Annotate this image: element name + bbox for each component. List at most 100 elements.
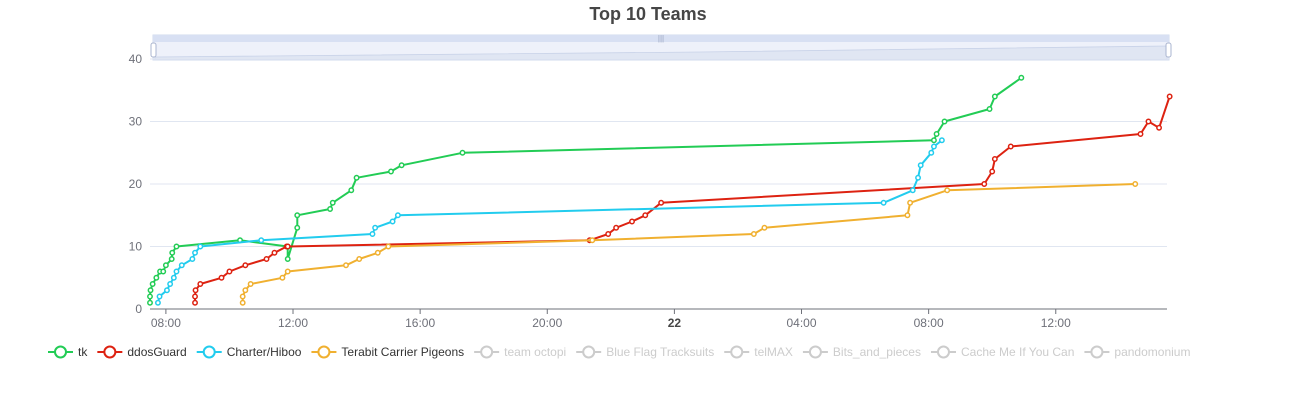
- data-point[interactable]: [218, 274, 225, 281]
- data-point[interactable]: [917, 162, 924, 169]
- data-point[interactable]: [880, 199, 887, 206]
- data-point[interactable]: [284, 268, 291, 275]
- data-point[interactable]: [933, 131, 940, 137]
- data-point[interactable]: [388, 168, 394, 175]
- data-point[interactable]: [613, 224, 620, 231]
- data-point[interactable]: [1137, 131, 1144, 137]
- data-point[interactable]: [284, 256, 291, 262]
- legend-item[interactable]: tk: [48, 345, 88, 359]
- data-point[interactable]: [173, 268, 180, 275]
- legend-item[interactable]: Charter/Hiboo: [196, 345, 302, 359]
- data-point[interactable]: [1156, 124, 1163, 131]
- data-point[interactable]: [605, 231, 612, 237]
- data-point[interactable]: [192, 287, 199, 294]
- data-point[interactable]: [156, 293, 163, 300]
- data-point[interactable]: [242, 287, 249, 294]
- data-point[interactable]: [915, 174, 921, 181]
- data-point[interactable]: [986, 106, 993, 112]
- data-point[interactable]: [169, 249, 176, 256]
- data-point[interactable]: [385, 243, 392, 250]
- data-point[interactable]: [459, 149, 466, 156]
- data-point[interactable]: [930, 143, 937, 150]
- data-point[interactable]: [1007, 143, 1014, 150]
- data-zoom-right-handle[interactable]: [1165, 42, 1172, 58]
- data-point[interactable]: [356, 256, 363, 262]
- data-point[interactable]: [938, 137, 945, 144]
- legend-item[interactable]: Bits_and_pieces: [802, 345, 921, 359]
- data-point[interactable]: [147, 293, 153, 300]
- data-point[interactable]: [160, 268, 167, 275]
- data-point[interactable]: [192, 299, 198, 306]
- data-point[interactable]: [329, 199, 336, 206]
- data-point[interactable]: [394, 212, 401, 219]
- data-point[interactable]: [149, 281, 156, 287]
- data-point[interactable]: [247, 281, 254, 287]
- data-point[interactable]: [389, 218, 396, 225]
- data-point[interactable]: [263, 256, 270, 262]
- data-point[interactable]: [192, 249, 198, 256]
- data-point[interactable]: [294, 212, 301, 219]
- data-point[interactable]: [189, 256, 196, 262]
- data-point[interactable]: [589, 237, 596, 244]
- data-point[interactable]: [197, 281, 204, 287]
- data-point[interactable]: [164, 287, 170, 294]
- data-point[interactable]: [239, 293, 246, 300]
- data-point[interactable]: [928, 149, 935, 156]
- data-point[interactable]: [907, 199, 914, 206]
- data-point[interactable]: [153, 274, 160, 281]
- data-point[interactable]: [173, 243, 180, 250]
- data-point[interactable]: [353, 174, 360, 181]
- data-point[interactable]: [279, 274, 286, 281]
- data-point[interactable]: [284, 243, 291, 250]
- data-point[interactable]: [327, 206, 334, 212]
- data-point[interactable]: [761, 224, 768, 231]
- data-point[interactable]: [162, 262, 169, 269]
- data-point[interactable]: [170, 274, 177, 281]
- data-point[interactable]: [991, 93, 998, 100]
- data-point[interactable]: [930, 137, 937, 144]
- legend-item[interactable]: telMAX: [724, 345, 793, 359]
- data-point[interactable]: [658, 199, 665, 206]
- legend-item[interactable]: Terabit Carrier Pigeons: [311, 345, 464, 359]
- data-point[interactable]: [941, 118, 948, 125]
- data-point[interactable]: [258, 237, 265, 244]
- legend-item[interactable]: Cache Me If You Can: [930, 345, 1074, 359]
- data-point[interactable]: [1132, 181, 1139, 187]
- data-point[interactable]: [750, 231, 757, 237]
- data-point[interactable]: [372, 224, 379, 231]
- data-point[interactable]: [226, 268, 233, 275]
- data-point[interactable]: [147, 299, 153, 306]
- data-point[interactable]: [167, 281, 174, 287]
- data-point[interactable]: [991, 156, 998, 162]
- legend-item[interactable]: team octopi: [474, 345, 566, 359]
- data-point[interactable]: [909, 187, 916, 194]
- data-point[interactable]: [178, 262, 185, 269]
- data-point[interactable]: [271, 249, 278, 256]
- data-point[interactable]: [154, 299, 161, 306]
- data-point[interactable]: [239, 299, 246, 306]
- data-point[interactable]: [147, 287, 154, 294]
- data-point[interactable]: [629, 218, 635, 225]
- data-zoom-grip-icon[interactable]: |||: [658, 34, 664, 43]
- data-point[interactable]: [904, 212, 911, 219]
- data-point[interactable]: [197, 243, 204, 250]
- legend-item[interactable]: ddosGuard: [97, 345, 187, 359]
- data-point[interactable]: [343, 262, 349, 269]
- data-point[interactable]: [192, 293, 198, 300]
- data-zoom-move-bar[interactable]: [153, 35, 1169, 42]
- data-point[interactable]: [168, 256, 175, 262]
- data-point[interactable]: [374, 249, 381, 256]
- legend-item[interactable]: Blue Flag Tracksuits: [576, 345, 714, 359]
- data-point[interactable]: [348, 187, 355, 194]
- data-point[interactable]: [642, 212, 649, 219]
- data-zoom-slider[interactable]: |||: [150, 34, 1172, 61]
- data-point[interactable]: [1166, 93, 1173, 100]
- data-point[interactable]: [944, 187, 951, 194]
- data-point[interactable]: [294, 224, 301, 231]
- data-point[interactable]: [242, 262, 249, 269]
- data-point[interactable]: [369, 231, 376, 237]
- data-zoom-left-handle[interactable]: [150, 42, 157, 58]
- data-point[interactable]: [398, 162, 405, 169]
- data-point[interactable]: [989, 168, 996, 175]
- data-point[interactable]: [1018, 74, 1025, 81]
